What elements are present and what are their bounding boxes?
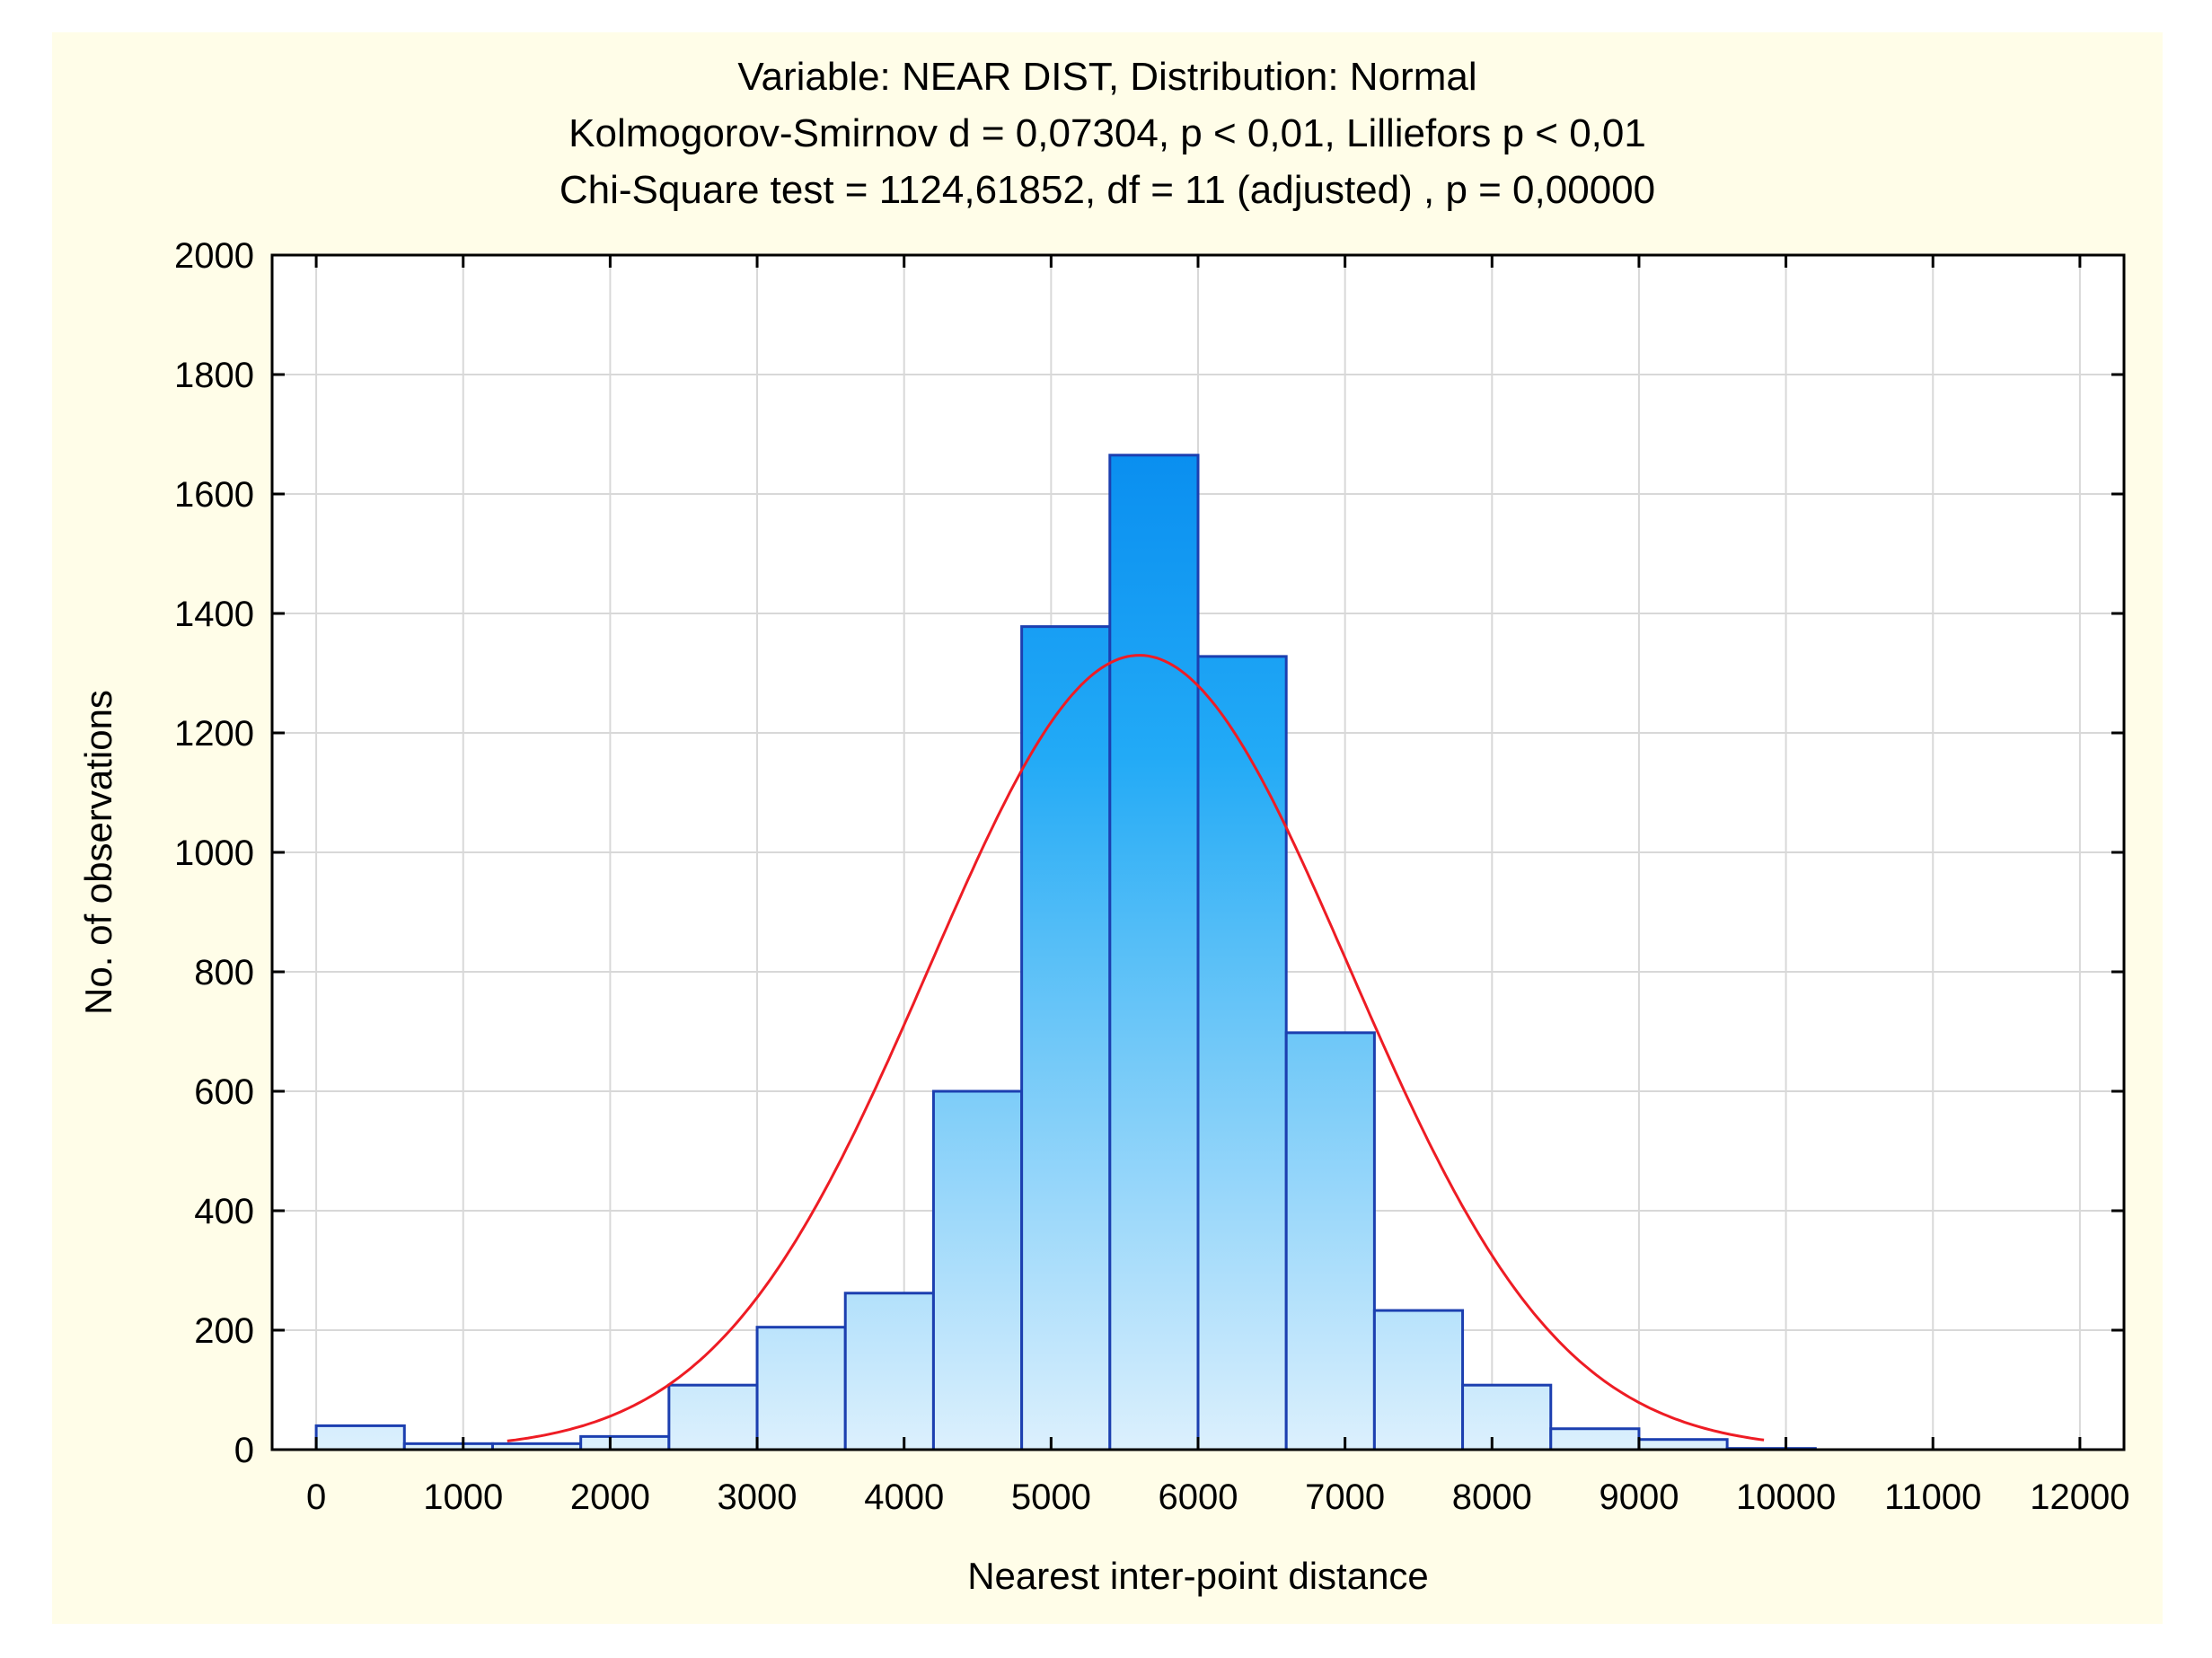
y-tick-label: 800: [194, 953, 254, 992]
histogram-bar: [1372, 1309, 1465, 1451]
histogram-bar: [1020, 625, 1112, 1451]
y-tick-label: 400: [194, 1192, 254, 1231]
title-line-3: Chi-Square test = 1124,61852, df = 11 (a…: [560, 168, 1655, 212]
histogram-bar: [1284, 1031, 1376, 1451]
y-axis-label: No. of observations: [77, 690, 119, 1015]
y-tick-label: 1000: [174, 833, 254, 873]
histogram-bar: [1637, 1438, 1729, 1451]
histogram-bar: [843, 1292, 935, 1451]
x-tick-label: 2000: [570, 1477, 650, 1517]
histogram-bar: [579, 1434, 671, 1451]
y-tick-label: 200: [194, 1311, 254, 1351]
axis-ticks: [272, 253, 2124, 1451]
histogram-bar: [1108, 454, 1200, 1451]
y-tick-label: 1800: [174, 356, 254, 395]
histogram-chart: Variable: NEAR DIST, Distribution: Norma…: [77, 55, 2130, 1597]
histogram-bar: [1461, 1383, 1553, 1451]
title-line-2: Kolmogorov-Smirnov d = 0,07304, p < 0,01…: [568, 111, 1646, 155]
normal-fit-curve: [507, 654, 1765, 1442]
y-tick-label: 1600: [174, 475, 254, 515]
histogram-bar: [931, 1089, 1024, 1451]
histogram-bar: [314, 1424, 406, 1451]
y-tick-label: 0: [234, 1431, 254, 1470]
chart-title: Variable: NEAR DIST, Distribution: Norma…: [560, 55, 1655, 212]
x-tick-label: 3000: [718, 1477, 798, 1517]
histogram-bar: [667, 1383, 759, 1451]
y-tick-label: 1400: [174, 595, 254, 634]
x-tick-label: 5000: [1011, 1477, 1091, 1517]
y-tick-label: 600: [194, 1072, 254, 1112]
y-tick-labels: 0 200 400 600 800 1000 1200 1400 1600 1800 2000: [174, 236, 254, 1470]
histogram-bar: [1549, 1427, 1641, 1451]
title-line-1: Variable: NEAR DIST, Distribution: Norma…: [737, 55, 1476, 99]
histogram-bar: [755, 1326, 847, 1451]
y-tick-label: 2000: [174, 236, 254, 276]
x-tick-label: 11000: [1884, 1477, 1981, 1517]
x-tick-label: 8000: [1452, 1477, 1532, 1517]
histogram-bar: [1196, 655, 1288, 1451]
x-tick-label: 12000: [2030, 1477, 2129, 1517]
x-tick-label: 7000: [1305, 1477, 1385, 1517]
x-tick-label: 1000: [423, 1477, 503, 1517]
histogram-bars: [314, 454, 1817, 1451]
x-tick-label: 4000: [864, 1477, 944, 1517]
x-tick-label: 10000: [1736, 1477, 1836, 1517]
x-tick-labels: 0 1000 2000 3000 4000 5000 6000 7000 8000 9000 100…: [306, 1477, 2130, 1517]
x-axis-label: Nearest inter-point distance: [967, 1555, 1429, 1597]
chart-panel: Variable: NEAR DIST, Distribution: Norma…: [52, 32, 2163, 1624]
x-tick-label: 6000: [1159, 1477, 1238, 1517]
x-tick-label: 0: [306, 1477, 326, 1517]
y-tick-label: 1200: [174, 714, 254, 754]
x-tick-label: 9000: [1599, 1477, 1679, 1517]
